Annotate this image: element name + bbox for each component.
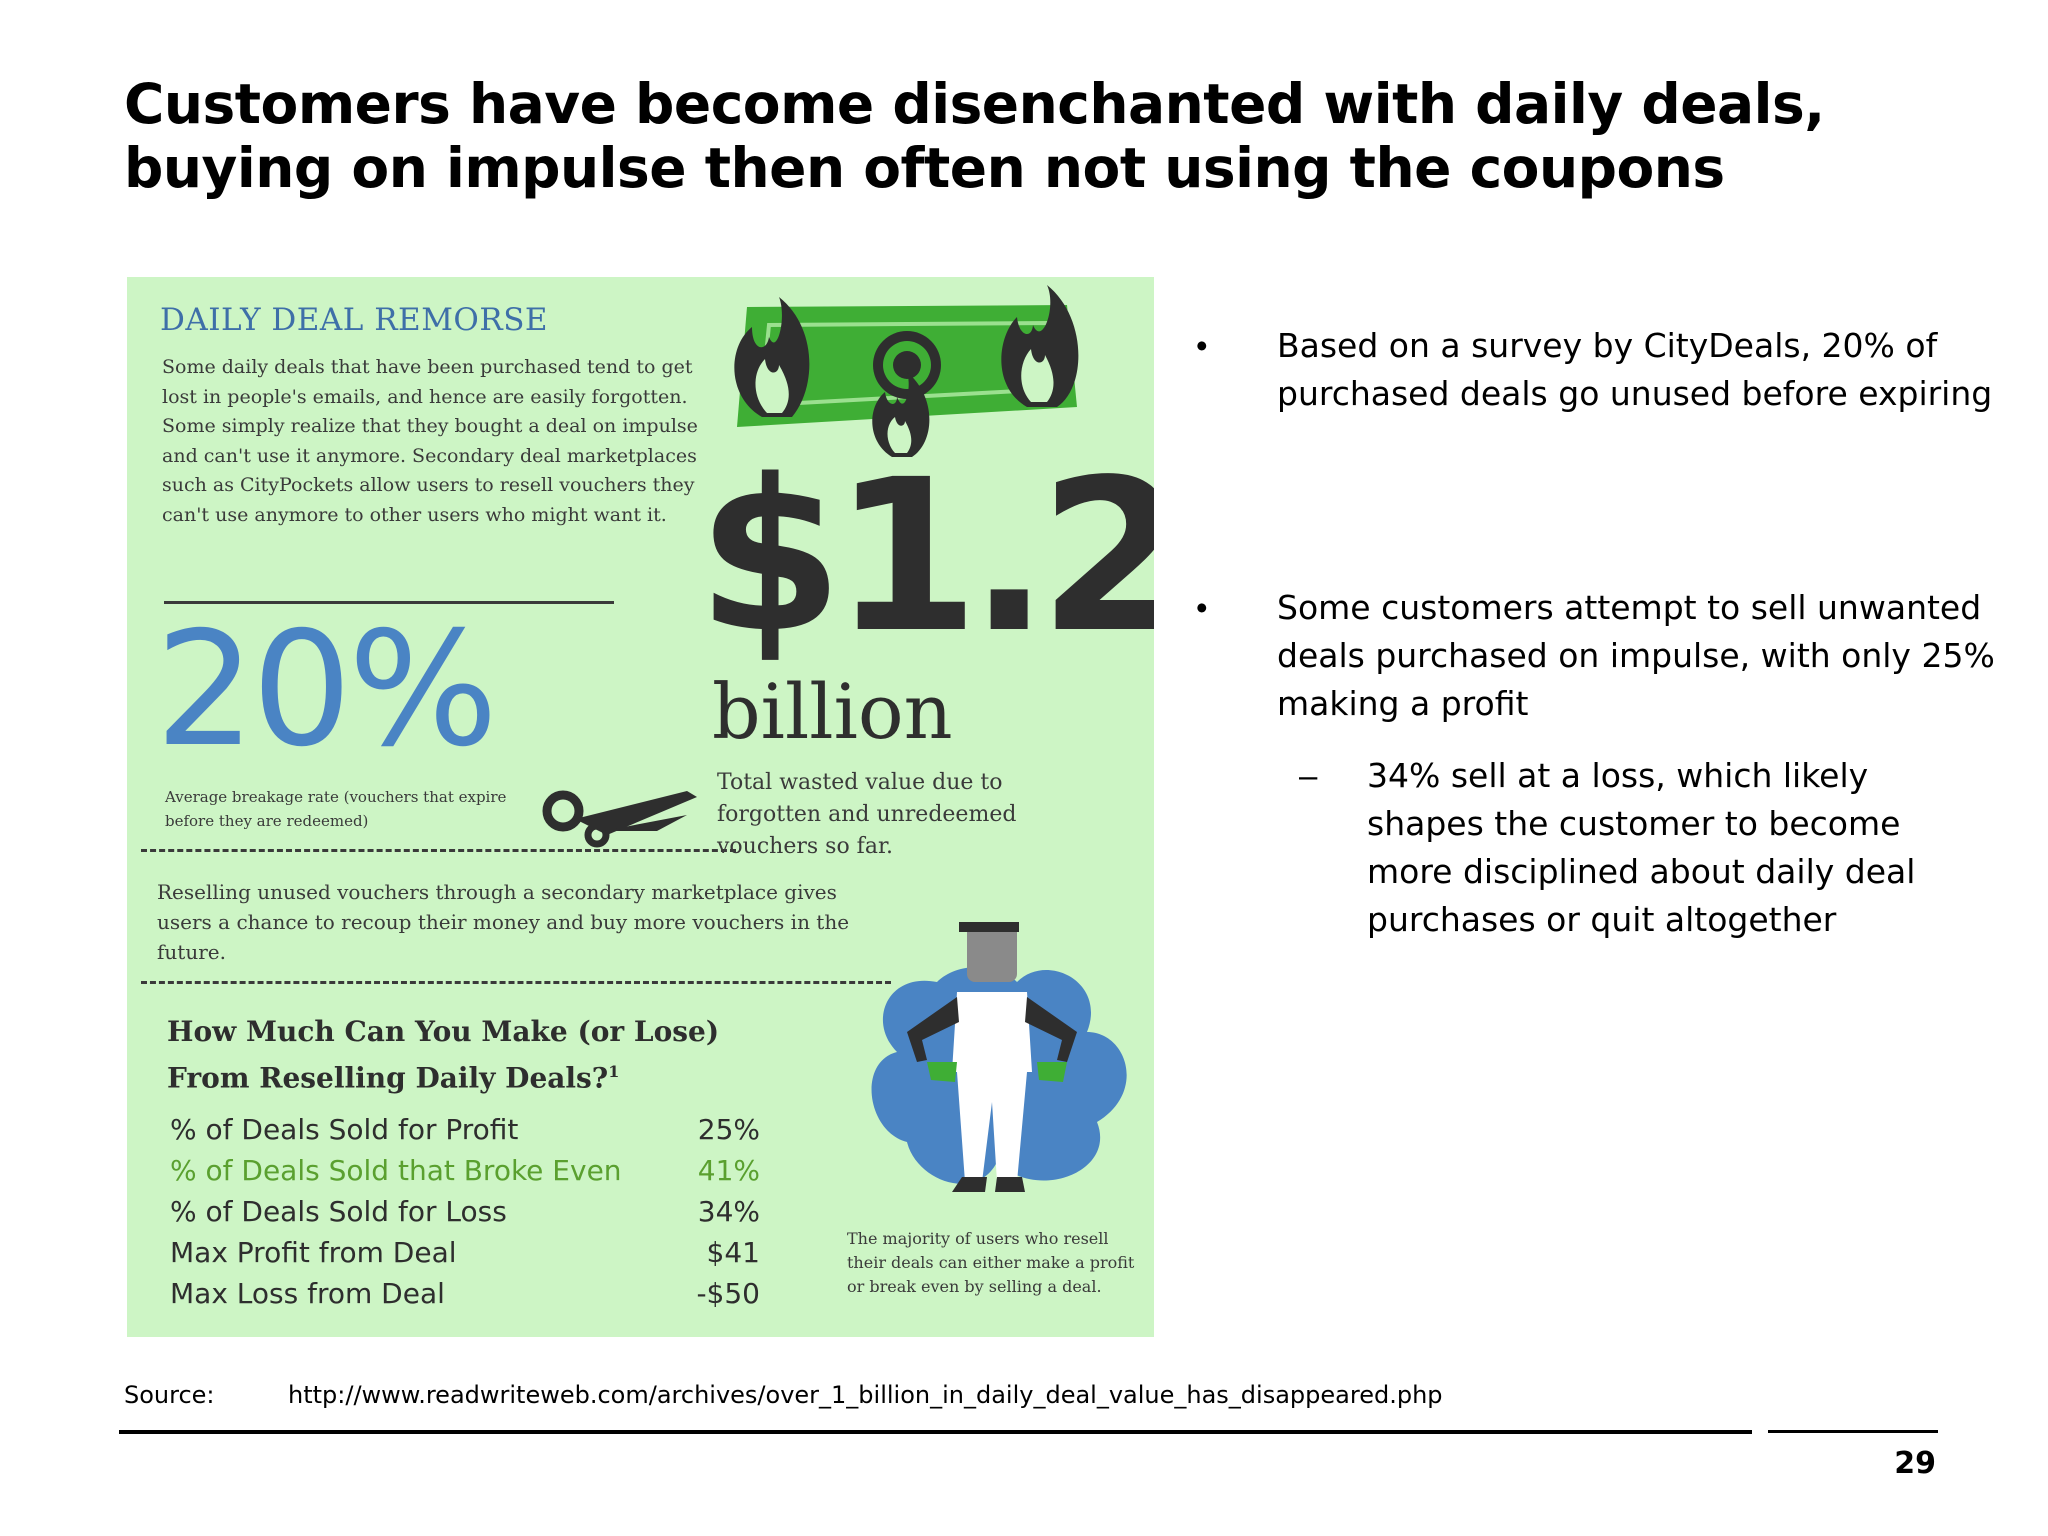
source-label: Source: — [124, 1381, 215, 1409]
dashed-divider — [141, 981, 891, 984]
bullet-text: Some customers attempt to sell unwanted … — [1277, 588, 1995, 723]
table-row: % of Deals Sold that Broke Even 41% — [170, 1150, 800, 1191]
majority-note: The majority of users who resell their d… — [847, 1229, 1135, 1296]
infographic-paragraph: Some daily deals that have been purchase… — [162, 356, 698, 526]
empty-pockets-person-icon — [871, 922, 1127, 1192]
divider — [164, 601, 614, 604]
footer-divider-short — [1768, 1430, 1938, 1433]
row-value: 34% — [697, 1195, 760, 1228]
row-label: Max Profit from Deal — [170, 1236, 457, 1269]
wasted-unit: billion — [712, 667, 953, 756]
row-value: 41% — [697, 1154, 760, 1187]
bullet-marker: • — [1196, 327, 1208, 364]
bullet-text: Based on a survey by CityDeals, 20% of p… — [1277, 326, 1993, 413]
row-label: % of Deals Sold that Broke Even — [170, 1154, 622, 1187]
source-link[interactable]: http://www.readwriteweb.com/archives/ove… — [288, 1381, 1443, 1409]
bullet-marker: • — [1196, 589, 1208, 626]
breakage-stat: 20% — [155, 598, 498, 782]
wasted-caption: Total wasted value due to forgotten and … — [717, 770, 1017, 859]
table-row: Max Loss from Deal -$50 — [170, 1273, 800, 1314]
row-label: Max Loss from Deal — [170, 1277, 445, 1310]
row-value: -$50 — [696, 1277, 760, 1310]
infographic-heading: DAILY DEAL REMORSE — [160, 302, 549, 338]
resell-question-line1: How Much Can You Make (or Lose) — [167, 1015, 720, 1048]
table-row: % of Deals Sold for Loss 34% — [170, 1191, 800, 1232]
burning-money-icon — [734, 285, 1079, 457]
daily-deal-remorse-infographic: DAILY DEAL REMORSE Some daily deals that… — [127, 277, 1154, 1337]
breakage-caption: Average breakage rate (vouchers that exp… — [165, 788, 507, 830]
slide-title: Customers have become disenchanted with … — [124, 72, 1825, 200]
dashed-divider — [141, 849, 736, 852]
resell-question: How Much Can You Make (or Lose) From Res… — [167, 1012, 787, 1098]
resell-stats-table: % of Deals Sold for Profit 25% % of Deals… — [170, 1109, 800, 1314]
table-row: % of Deals Sold for Profit 25% — [170, 1109, 800, 1150]
page-number: 29 — [1894, 1446, 1936, 1481]
row-value: 25% — [697, 1113, 760, 1146]
sub-bullet-marker: – — [1299, 757, 1318, 794]
wasted-amount: $1.2 — [697, 434, 1154, 679]
scissors-icon — [542, 790, 697, 848]
resell-question-line2: From Reselling Daily Deals? — [167, 1061, 609, 1095]
sub-bullet-text: 34% sell at a loss, which likely shapes … — [1367, 756, 1916, 939]
footer-divider — [119, 1430, 1752, 1434]
footnote-marker: 1 — [608, 1062, 620, 1081]
resell-text: Reselling unused vouchers through a seco… — [157, 880, 850, 964]
row-label: % of Deals Sold for Loss — [170, 1195, 507, 1228]
row-value: $41 — [706, 1236, 760, 1269]
resell-question-line2-wrap: From Reselling Daily Deals?1 — [167, 1052, 787, 1098]
table-row: Max Profit from Deal $41 — [170, 1232, 800, 1273]
row-label: % of Deals Sold for Profit — [170, 1113, 519, 1146]
